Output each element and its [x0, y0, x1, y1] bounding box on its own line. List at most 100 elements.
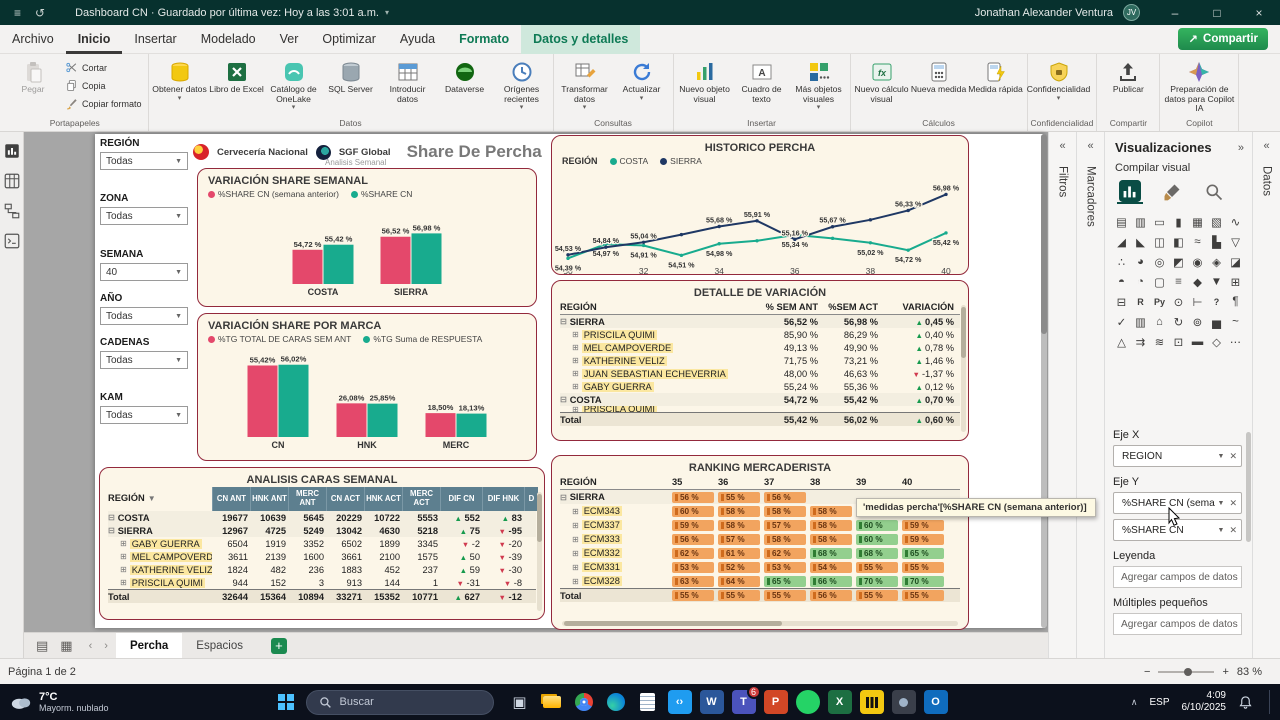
- tornado-chart-icon[interactable]: ≋: [1154, 336, 1165, 349]
- data-view-icon[interactable]: [3, 172, 21, 190]
- treemap-icon[interactable]: ◩: [1173, 256, 1184, 269]
- add-page-button[interactable]: +: [270, 637, 287, 654]
- radar-chart-icon[interactable]: △: [1117, 336, 1126, 349]
- scatter-chart-icon[interactable]: ∴: [1117, 256, 1126, 269]
- zoom-out-button[interactable]: −: [1144, 665, 1151, 678]
- line-stacked-column-chart-icon[interactable]: ◫: [1154, 236, 1165, 249]
- key-influencers-icon[interactable]: ⊙: [1173, 296, 1184, 309]
- ribbon-button-preparacion-de-datos-para-copilot-ia[interactable]: Preparación de datos para Copilot IA: [1163, 56, 1235, 114]
- remove-field-icon[interactable]: ✕: [1229, 450, 1237, 461]
- table-row[interactable]: ⊟ COSTA 54,72 % 55,42 % ▲ 0,70 %: [560, 393, 960, 406]
- visual-historico-percha[interactable]: HISTORICO PERCHA REGIÓN COSTA SIERRA 30 32 3…: [551, 135, 969, 275]
- ribbon-chart-icon[interactable]: ≈: [1194, 235, 1201, 248]
- scrollbar[interactable]: [537, 492, 542, 611]
- taskbar-app-edge-icon[interactable]: [604, 690, 628, 714]
- chevron-down-icon[interactable]: ▼: [1217, 526, 1225, 534]
- taskbar-app-chrome-icon[interactable]: [572, 690, 596, 714]
- share-button[interactable]: ↗ Compartir: [1178, 28, 1268, 50]
- calendar-visual-icon[interactable]: ⊡: [1173, 336, 1184, 349]
- column-header-39[interactable]: 39: [856, 477, 867, 487]
- ribbon-button-nuevo-objeto-visual[interactable]: Nuevo objeto visual: [677, 56, 733, 104]
- taskbar-app-camera-icon[interactable]: [891, 690, 916, 714]
- get-more-visuals-icon[interactable]: ◇: [1212, 336, 1221, 349]
- expand-icon[interactable]: ⊞: [572, 562, 579, 572]
- show-desktop-button[interactable]: [1269, 690, 1272, 714]
- slicer-icon[interactable]: ▼: [1210, 275, 1223, 288]
- filter-dropdown-region[interactable]: Todas ▼: [100, 152, 188, 170]
- expand-pane-icon[interactable]: «: [1263, 140, 1270, 152]
- table-row[interactable]: ⊞ PRISCILA QUIMI 85,90 % 86,29 % ▲ 0,40 %: [560, 328, 960, 341]
- collapse-pane-icon[interactable]: »: [1237, 141, 1244, 154]
- canvas-scrollbar[interactable]: [1041, 134, 1047, 628]
- column-header-d[interactable]: D: [524, 487, 538, 511]
- taskbar-app-task-view-icon[interactable]: ▣: [508, 690, 532, 714]
- table-row[interactable]: ⊞ ECM332 62 % 61 % 62 % 68 % 68 % 65 %: [560, 546, 960, 560]
- table-row[interactable]: ⊞ ECM337 59 % 58 % 57 % 58 % 60 % 59 %: [560, 518, 960, 532]
- start-button[interactable]: [278, 694, 294, 710]
- filter-dropdown-zona[interactable]: Todas ▼: [100, 207, 188, 225]
- ribbon-button-actualizar[interactable]: Actualizar ▾: [614, 56, 670, 102]
- clock[interactable]: 4:09 6/10/2025: [1182, 690, 1227, 715]
- page-grid-icon[interactable]: ▦: [60, 637, 73, 653]
- taskbar-app-file-explorer-icon[interactable]: [540, 690, 564, 714]
- taskbar-search[interactable]: Buscar: [305, 689, 494, 715]
- expand-icon[interactable]: ⊞: [120, 552, 127, 561]
- column-header-region[interactable]: REGIÓN: [560, 477, 597, 487]
- menu-tab-ayuda[interactable]: Ayuda: [399, 32, 436, 46]
- taskbar-app-outlook-icon[interactable]: O: [923, 690, 948, 714]
- column-header-sem-act[interactable]: %SEM ACT: [828, 302, 878, 312]
- stacked-bar-chart-icon[interactable]: ▤: [1116, 216, 1127, 229]
- expand-icon[interactable]: ⊞: [572, 406, 579, 412]
- collapse-icon[interactable]: ⊟: [108, 513, 115, 522]
- scrollbar[interactable]: [961, 305, 966, 432]
- report-view-icon[interactable]: [3, 142, 21, 160]
- panel-scrollbar[interactable]: [1246, 432, 1251, 542]
- column-header-36[interactable]: 36: [718, 477, 729, 487]
- table-icon[interactable]: ⊞: [1230, 276, 1241, 289]
- expand-pane-icon[interactable]: «: [1087, 140, 1094, 152]
- ribbon-button-copiar-formato[interactable]: Copiar formato: [62, 95, 145, 112]
- page-layout-icon[interactable]: ▤: [36, 637, 49, 653]
- notifications-bell-icon[interactable]: [1238, 695, 1253, 710]
- expand-icon[interactable]: ⊞: [572, 534, 579, 544]
- visual-analisis-caras-semanal[interactable]: ANALISIS CARAS SEMANAL REGIÓN ▼ CN ANT HNK …: [99, 467, 545, 620]
- ribbon-button-dataverse[interactable]: Dataverse: [437, 56, 493, 95]
- table-row[interactable]: ⊞ JUAN SEBASTIAN ECHEVERRIA 48,00 % 46,63 %…: [560, 367, 960, 380]
- language-indicator[interactable]: ESP: [1149, 696, 1170, 708]
- expand-icon[interactable]: ⊞: [572, 506, 579, 516]
- filters-pane-collapsed[interactable]: « Filtros: [1048, 132, 1076, 658]
- expand-icon[interactable]: ⊞: [572, 576, 579, 586]
- column-header-merc-act[interactable]: MERC ACT: [402, 487, 440, 511]
- expand-pane-icon[interactable]: «: [1059, 140, 1066, 152]
- ribbon-button-origenes-recientes[interactable]: Orígenes recientes ▾: [494, 56, 550, 112]
- table-row[interactable]: ⊟ COSTA 19677 10639 5645 20229 10722 5553 ▲ 552 ▲…: [108, 511, 536, 524]
- remove-field-icon[interactable]: ✕: [1229, 524, 1237, 535]
- column-header-dif-cn[interactable]: DIF CN: [440, 487, 482, 511]
- ribbon-button-libro-de-excel[interactable]: Libro de Excel: [209, 56, 265, 95]
- taskbar-app-power-bi-icon[interactable]: [859, 690, 884, 714]
- collapse-icon[interactable]: ⊟: [108, 526, 115, 535]
- column-header-dif-hnk[interactable]: DIF HNK: [482, 487, 524, 511]
- menu-tab-modelado[interactable]: Modelado: [200, 32, 256, 46]
- model-view-icon[interactable]: [3, 202, 21, 220]
- collapse-icon[interactable]: ⊟: [560, 317, 567, 326]
- taskbar-app-excel-icon[interactable]: X: [827, 690, 852, 714]
- filled-map-icon[interactable]: ◈: [1212, 256, 1221, 269]
- ribbon-button-obtener-datos[interactable]: Obtener datos ▾: [152, 56, 208, 102]
- field-well-placeholder[interactable]: Agregar campos de datos a...: [1113, 613, 1242, 635]
- matrix-icon[interactable]: ⊟: [1116, 296, 1127, 309]
- line-clustered-column-chart-icon[interactable]: ◧: [1173, 236, 1184, 249]
- ribbon-button-pegar[interactable]: Pegar: [5, 56, 61, 95]
- zoom-level[interactable]: 83 %: [1236, 665, 1262, 678]
- column-header-35[interactable]: 35: [672, 477, 683, 487]
- table-row[interactable]: ⊞ ECM331 53 % 52 % 53 % 54 % 55 % 55 %: [560, 560, 960, 574]
- taskbar-app-notepad-icon[interactable]: [636, 690, 660, 714]
- 100-stacked-column-chart-icon[interactable]: ▧: [1211, 216, 1222, 229]
- page-tab-percha[interactable]: Percha: [115, 633, 183, 659]
- table-row[interactable]: ⊞ KATHERINE VELIZ 71,75 % 73,21 % ▲ 1,46 %: [560, 354, 960, 367]
- table-total-row[interactable]: Total 55 % 55 % 55 % 56 % 55 % 55 %: [560, 588, 960, 602]
- table-total-row[interactable]: Total 55,42 % 56,02 % ▲ 0,60 %: [560, 412, 960, 426]
- menu-tab-optimizar[interactable]: Optimizar: [322, 32, 376, 46]
- ribbon-button-medida-rapida[interactable]: Medida rápida: [968, 56, 1024, 95]
- ribbon-button-nuevo-calculo-visual[interactable]: fx Nuevo cálculo visual: [854, 56, 910, 104]
